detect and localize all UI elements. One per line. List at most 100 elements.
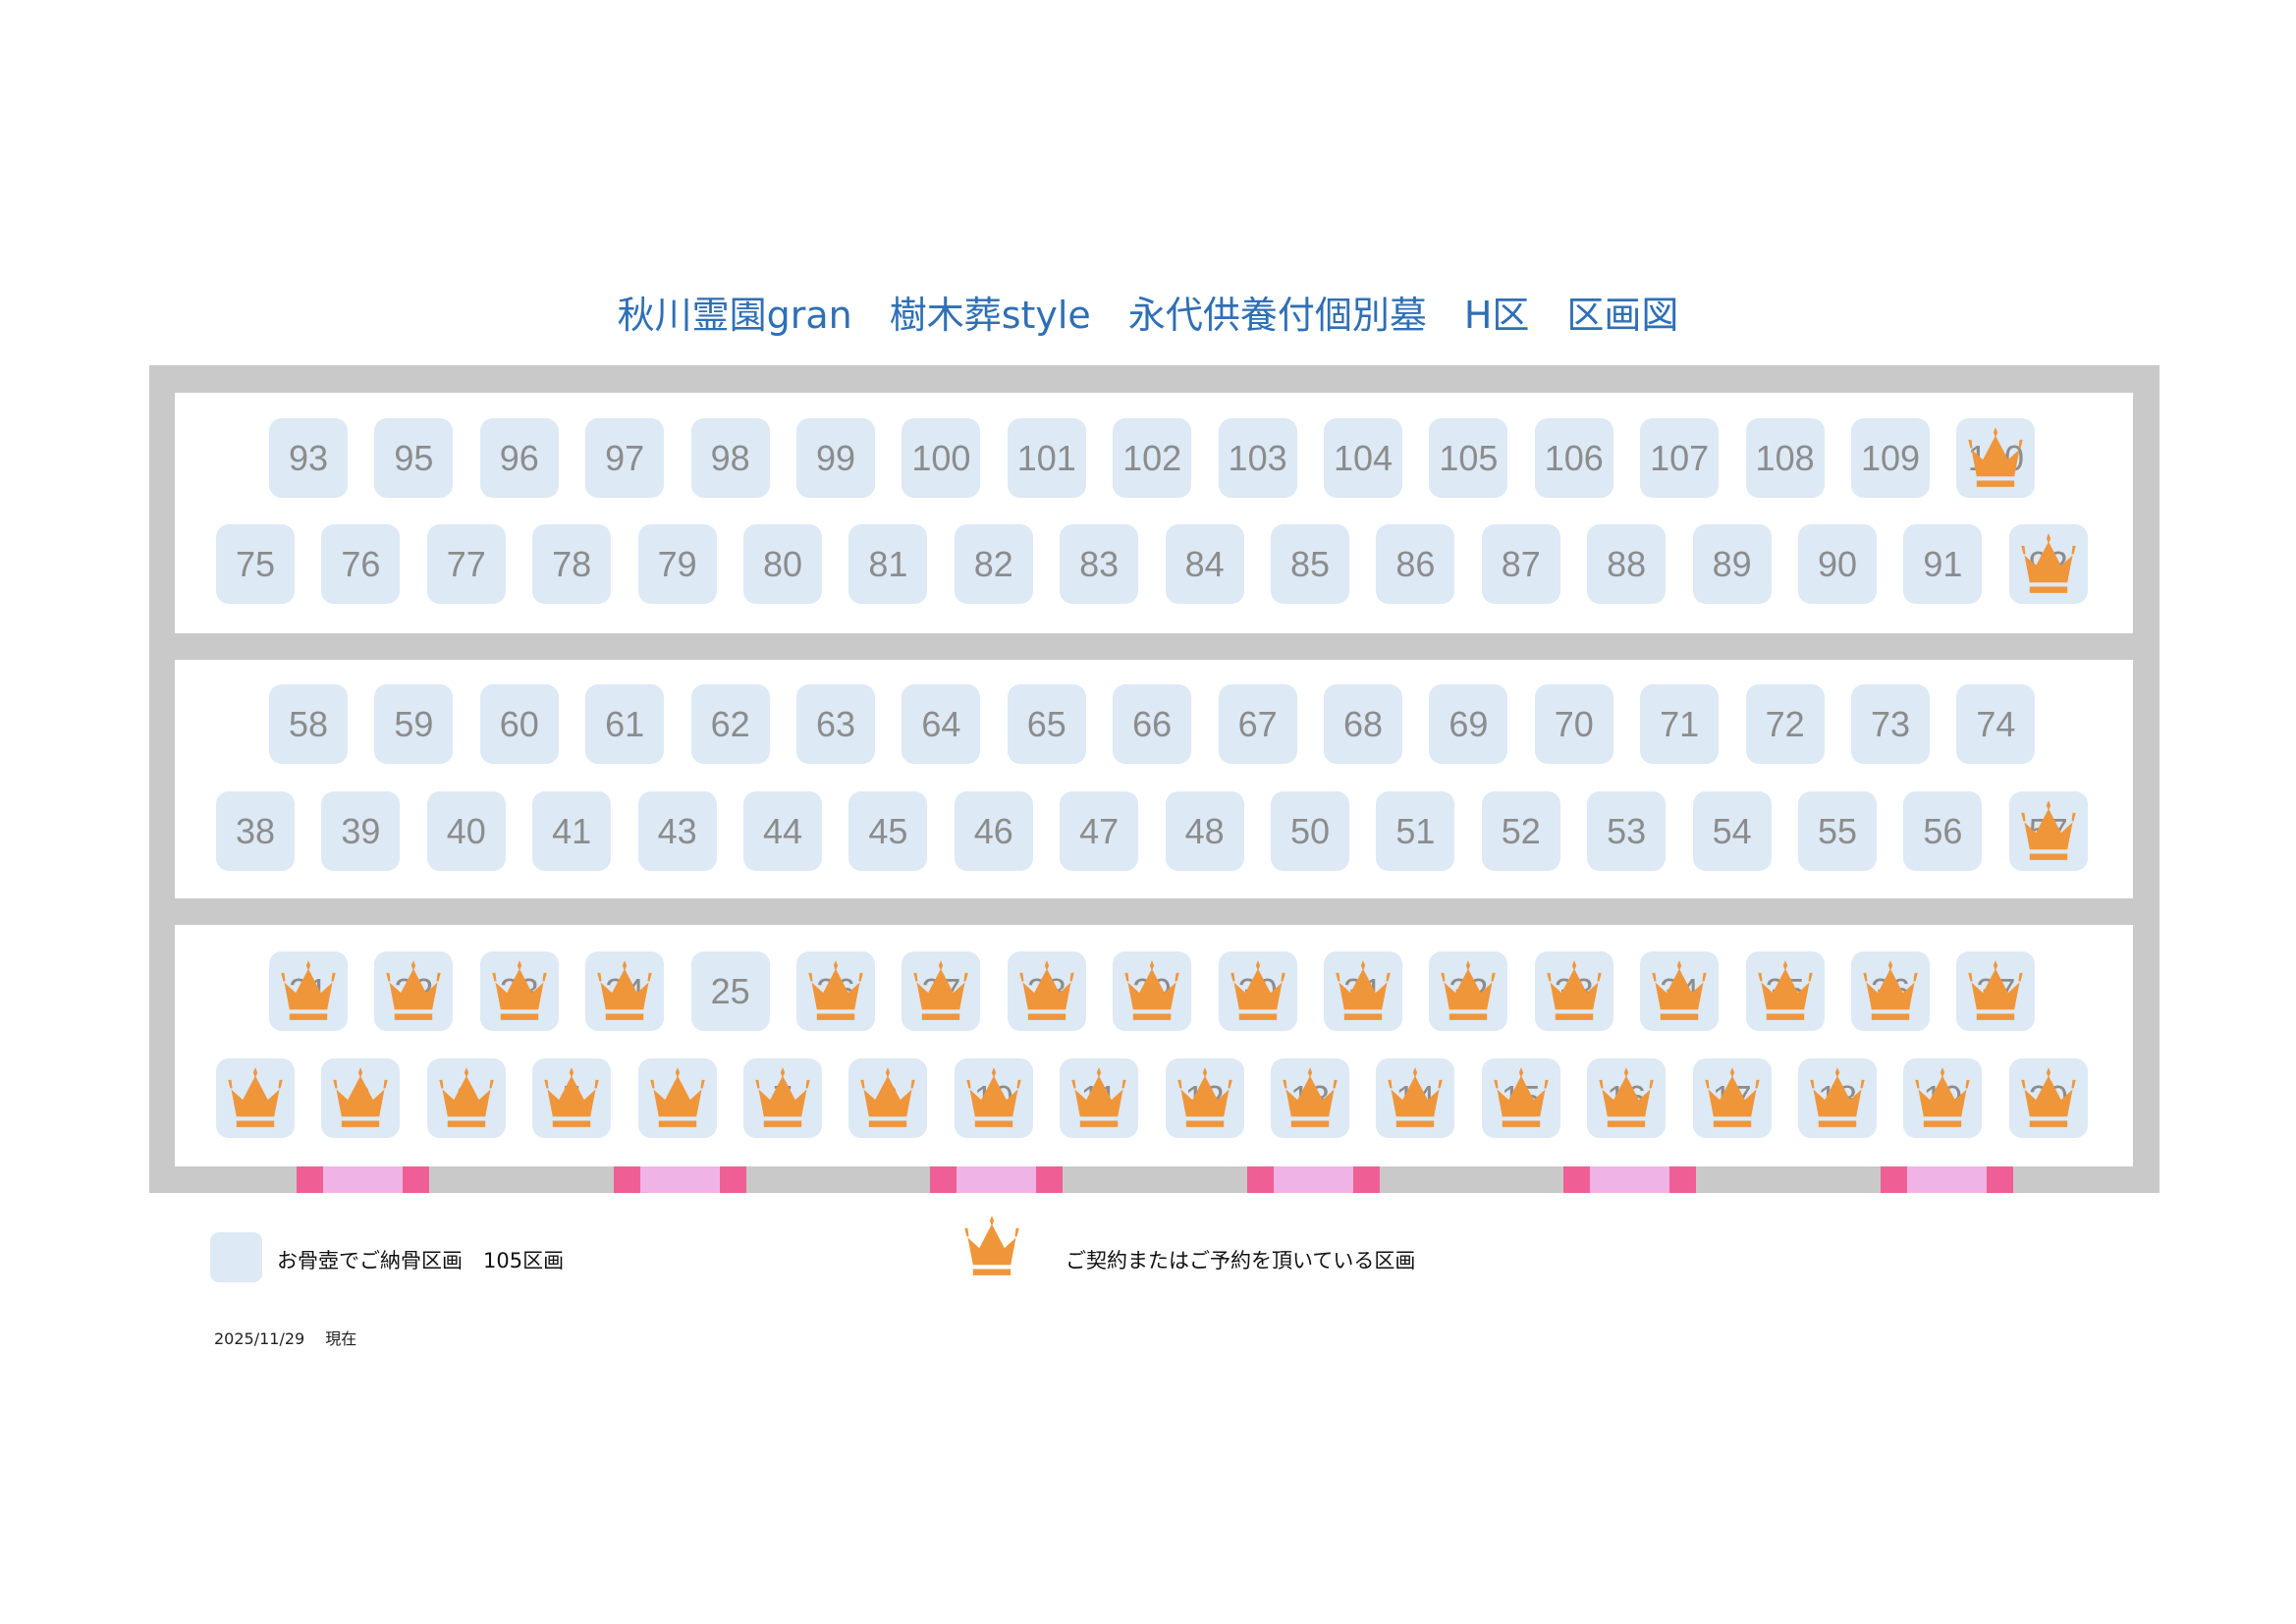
plot-available: 99 <box>796 418 875 498</box>
plot-number: 69 <box>1449 704 1489 744</box>
plot-available: 91 <box>1903 524 1983 604</box>
crown-icon <box>1968 427 2024 487</box>
plot-reserved: 24 <box>585 951 665 1031</box>
plot-reserved: 29 <box>1113 951 1192 1031</box>
plot-available: 69 <box>1429 684 1508 764</box>
entrance-post <box>1986 1166 2013 1193</box>
crown-icon <box>228 1067 283 1127</box>
entrance-post <box>403 1166 429 1193</box>
plot-available: 54 <box>1692 791 1772 871</box>
plot-available: 63 <box>796 684 875 764</box>
plot-number: 104 <box>1333 438 1394 478</box>
plot-available: 105 <box>1429 418 1508 498</box>
plot-available: 43 <box>637 791 717 871</box>
plot-number: 78 <box>552 544 592 584</box>
plot-available: 45 <box>848 791 928 871</box>
plot-number: 41 <box>552 811 592 851</box>
plot-available: 47 <box>1060 791 1139 871</box>
crown-icon <box>808 960 863 1020</box>
plot-reserved: 22 <box>374 951 454 1031</box>
plot-reserved: 20 <box>2008 1058 2088 1138</box>
plot-number: 63 <box>815 704 856 744</box>
plot-reserved: 13 <box>1271 1058 1349 1138</box>
crown-icon <box>964 1216 1019 1275</box>
plot-available: 66 <box>1113 684 1192 764</box>
crown-icon <box>439 1067 494 1127</box>
plot-number: 67 <box>1237 704 1278 744</box>
entrance-marker <box>1880 1166 2013 1193</box>
crown-icon <box>2021 533 2076 593</box>
plot-reserved: 2 <box>321 1058 401 1138</box>
entrance-path <box>1273 1166 1353 1193</box>
plot-number: 109 <box>1860 438 1921 478</box>
plot-number: 76 <box>341 544 381 584</box>
plot-number: 44 <box>762 811 803 851</box>
page-title: 秋川霊園gran 樹木葬style 永代供養付個別墓 H区 区画図 <box>617 294 1679 337</box>
plot-available: 70 <box>1534 684 1613 764</box>
plot-number: 82 <box>973 544 1013 584</box>
legend-reserved-label: ご契約またはご予約を頂いている区画 <box>1066 1249 1416 1272</box>
plot-available: 39 <box>321 791 401 871</box>
plot-available: 56 <box>1903 791 1983 871</box>
plot-number: 65 <box>1026 704 1066 744</box>
plot-number: 87 <box>1501 544 1541 584</box>
plot-number: 73 <box>1870 704 1911 744</box>
crown-icon <box>1915 1067 1971 1127</box>
plot-number: 99 <box>815 438 856 478</box>
crown-icon <box>1599 1067 1654 1127</box>
plot-reserved: 19 <box>1903 1058 1983 1138</box>
plot-number: 84 <box>1184 544 1225 584</box>
plot-available: 55 <box>1798 791 1877 871</box>
crown-icon <box>913 960 969 1020</box>
plot-reserved: 36 <box>1851 951 1930 1031</box>
plot-reserved: 57 <box>2008 791 2088 871</box>
plot-reserved: 23 <box>479 951 559 1031</box>
plot-available: 44 <box>743 791 822 871</box>
plot-number: 60 <box>499 704 539 744</box>
plot-number: 108 <box>1755 438 1815 478</box>
crown-icon <box>1704 1067 1760 1127</box>
plot-available: 81 <box>848 524 928 604</box>
plot-number: 95 <box>394 438 434 478</box>
crown-icon <box>492 960 547 1020</box>
plot-available: 88 <box>1587 524 1667 604</box>
entrance-marker <box>1563 1166 1696 1193</box>
plot-number: 98 <box>710 438 750 478</box>
plot-reserved: 15 <box>1481 1058 1560 1138</box>
plot-number: 52 <box>1501 811 1541 851</box>
plot-number: 89 <box>1712 544 1752 584</box>
plot-reserved: 6 <box>637 1058 717 1138</box>
plot-reserved: 28 <box>1007 951 1086 1031</box>
plot-number: 96 <box>499 438 539 478</box>
plot-number: 83 <box>1079 544 1120 584</box>
crown-icon <box>1176 1067 1232 1127</box>
plot-available: 58 <box>269 684 348 764</box>
plot-available: 98 <box>690 418 770 498</box>
plot-available: 46 <box>954 791 1033 871</box>
plot-available: 97 <box>585 418 665 498</box>
entrance-post <box>1669 1166 1696 1193</box>
plot-available: 82 <box>954 524 1033 604</box>
plot-available: 67 <box>1218 684 1297 764</box>
plot-available: 90 <box>1798 524 1877 604</box>
plot-available: 73 <box>1851 684 1930 764</box>
plot-reserved: 12 <box>1165 1058 1244 1138</box>
plot-reserved: 33 <box>1534 951 1613 1031</box>
crown-icon <box>1968 960 2024 1020</box>
plot-reserved: 30 <box>1218 951 1297 1031</box>
plot-number: 106 <box>1544 438 1604 478</box>
plot-reserved: 21 <box>269 951 348 1031</box>
plot-number: 79 <box>657 544 697 584</box>
plot-number: 48 <box>1184 811 1225 851</box>
plot-number: 81 <box>868 544 908 584</box>
plot-reserved: 110 <box>1956 418 2036 498</box>
plot-number: 107 <box>1650 438 1710 478</box>
plot-reserved: 5 <box>532 1058 612 1138</box>
plot-number: 93 <box>288 438 329 478</box>
crown-icon <box>1441 960 1497 1020</box>
crown-icon <box>860 1067 916 1127</box>
plot-available: 77 <box>426 524 506 604</box>
plot-number: 72 <box>1765 704 1805 744</box>
plot-available: 83 <box>1060 524 1139 604</box>
plot-available: 40 <box>426 791 506 871</box>
